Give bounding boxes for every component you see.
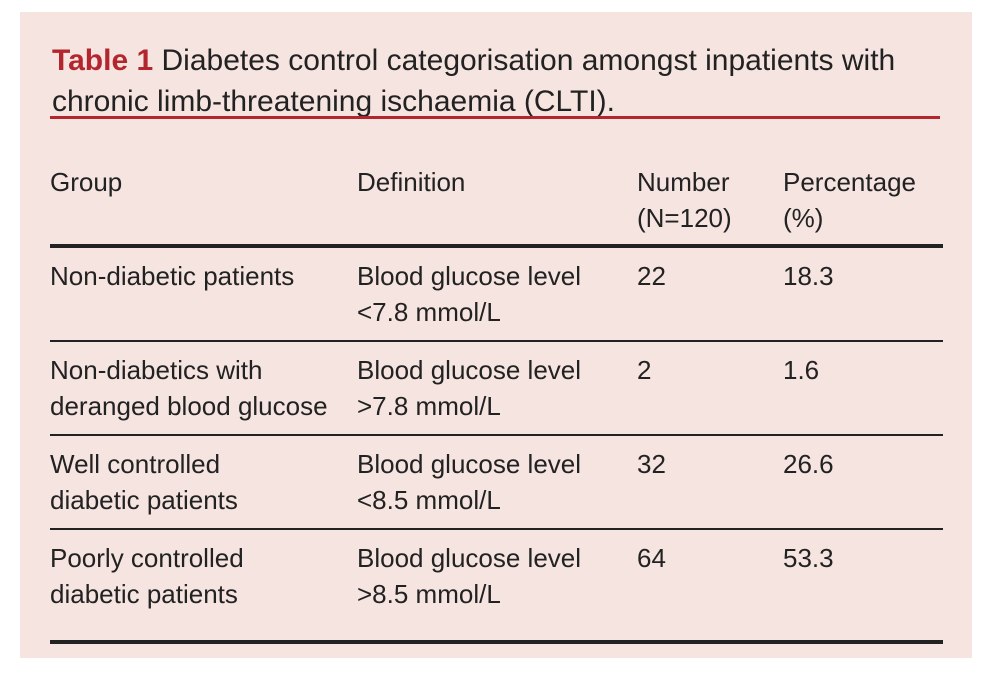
table-row: Non-diabetic patients Blood glucose leve… <box>50 246 943 341</box>
cell-definition: Blood glucose level >7.8 mmol/L <box>357 355 582 421</box>
cell-number: 64 <box>637 543 666 573</box>
caption-divider <box>50 116 940 119</box>
cell-number: 32 <box>637 449 666 479</box>
cell-definition: Blood glucose level <8.5 mmol/L <box>357 449 582 515</box>
table-row: Well controlled diabetic patients Blood … <box>50 435 943 529</box>
cell-percentage: 53.3 <box>783 543 834 573</box>
table-panel: Table 1 Diabetes control categorisation … <box>20 12 972 658</box>
column-header-group: Group <box>50 167 123 197</box>
table-caption-text: Diabetes control categorisation amongst … <box>52 44 896 118</box>
table-header-row: Group Definition Number (N=120) Percenta… <box>50 164 943 246</box>
cell-percentage: 26.6 <box>783 449 834 479</box>
cell-percentage: 18.3 <box>783 261 834 291</box>
table-row: Non-diabetics with deranged blood glucos… <box>50 341 943 435</box>
cell-group: Well controlled diabetic patients <box>50 449 238 515</box>
cell-group: Non-diabetic patients <box>50 261 295 291</box>
table-label: Table 1 <box>52 44 154 77</box>
table-row: Poorly controlled diabetic patients Bloo… <box>50 529 943 642</box>
table-caption: Table 1 Diabetes control categorisation … <box>52 40 942 122</box>
cell-definition: Blood glucose level <7.8 mmol/L <box>357 261 582 327</box>
column-header-definition: Definition <box>357 167 466 197</box>
diabetes-control-table: Group Definition Number (N=120) Percenta… <box>50 164 943 644</box>
cell-group: Non-diabetics with deranged blood glucos… <box>50 355 328 421</box>
cell-group: Poorly controlled diabetic patients <box>50 543 244 609</box>
cell-percentage: 1.6 <box>783 355 820 385</box>
cell-number: 2 <box>637 355 652 385</box>
column-header-percentage: Percentage (%) <box>783 167 916 233</box>
cell-definition: Blood glucose level >8.5 mmol/L <box>357 543 582 609</box>
cell-number: 22 <box>637 261 666 291</box>
column-header-number: Number (N=120) <box>637 167 732 233</box>
